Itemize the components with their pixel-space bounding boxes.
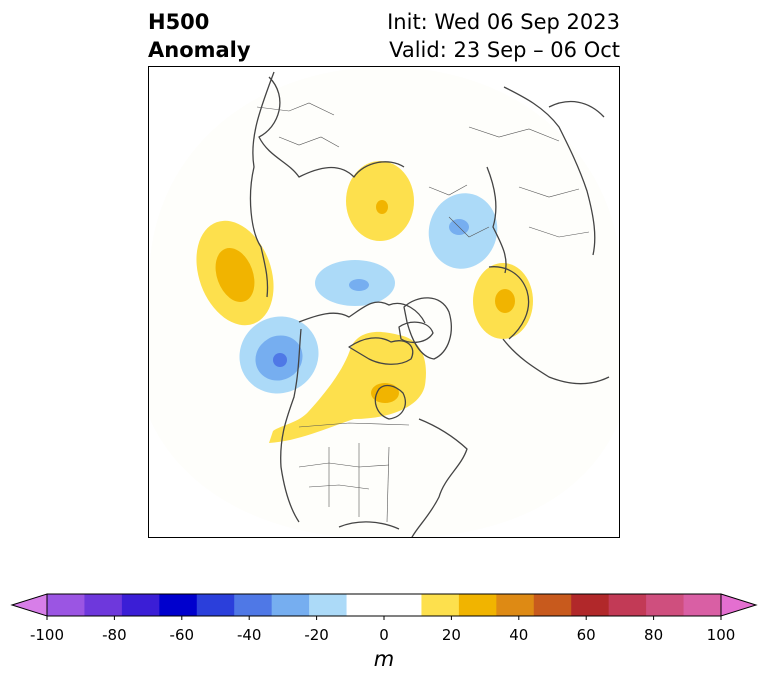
colorbar-bin (533, 594, 572, 616)
title-field: Anomaly (148, 38, 251, 62)
anomaly-ne-pacific-ridge-core (215, 247, 255, 303)
colorbar-bin (309, 594, 348, 616)
colorbar-tick-label: -100 (29, 626, 65, 644)
colorbar-bin (159, 594, 198, 616)
colorbar-max-arrow (720, 593, 758, 617)
colorbar-tick-label: -60 (169, 626, 195, 644)
colorbar-bin (47, 594, 85, 616)
anomaly-map (148, 66, 620, 538)
colorbar-tick-label: 40 (509, 626, 529, 644)
map-dates: Init: Wed 06 Sep 2023 Valid: 23 Sep – 06… (387, 8, 620, 64)
valid-range-label: Valid: 23 Sep – 06 Oct (389, 38, 620, 62)
anomaly-shading (196, 161, 533, 443)
colorbar-tick-label: 20 (441, 626, 461, 644)
colorbar-bin (683, 594, 722, 616)
colorbar-bin (271, 594, 310, 616)
colorbar-bin (496, 594, 535, 616)
country-borders (256, 102, 590, 523)
colorbar-bin (196, 594, 235, 616)
anomaly-scandinavia-ridge-core (376, 200, 388, 214)
colorbar-tick-label: 80 (644, 626, 664, 644)
colorbar-bin (121, 594, 160, 616)
coastlines (249, 71, 610, 537)
colorbar-bin (234, 594, 273, 616)
init-date-label: Init: Wed 06 Sep 2023 (387, 10, 620, 34)
hemisphere-domain (149, 67, 619, 537)
colorbar-tick-label: -20 (304, 626, 329, 644)
colorbar-tick-label: -80 (102, 626, 127, 644)
anomaly-canada-ridge-core (371, 383, 399, 403)
colorbar-bin (571, 594, 610, 616)
map-title: H500 Anomaly (148, 8, 251, 64)
colorbar-bin (646, 594, 685, 616)
colorbar-bin (346, 594, 385, 616)
colorbar-tick-label: 100 (706, 626, 736, 644)
anomaly-beaufort-trough-core (349, 279, 369, 291)
colorbar-bin (384, 594, 422, 616)
anomaly-pacific-trough-core (273, 353, 287, 367)
map-canvas (149, 67, 619, 537)
anomaly-canada-ridge (269, 331, 426, 443)
colorbar-tick-label: 60 (576, 626, 596, 644)
colorbar-bin (608, 594, 647, 616)
colorbar-bin (458, 594, 497, 616)
colorbar-bin (84, 594, 123, 616)
colorbar-unit-label: m (373, 647, 395, 671)
colorbar-tick-label: -40 (236, 626, 262, 644)
colorbar-bin (421, 594, 460, 616)
colorbar-min-arrow (10, 593, 48, 617)
colorbar-tick-label: 0 (379, 626, 389, 644)
title-variable: H500 (148, 10, 210, 34)
colorbar (10, 593, 758, 620)
anomaly-w-europe-ridge-core (495, 289, 515, 313)
